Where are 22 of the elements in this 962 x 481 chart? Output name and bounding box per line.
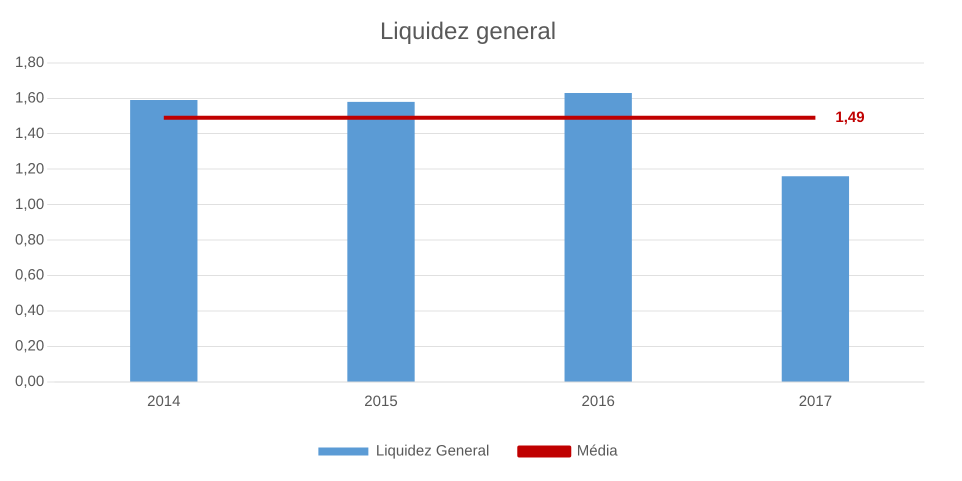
bar [130,100,198,382]
legend-label: Média [576,442,618,460]
y-tick-label: 1,80 [14,54,44,71]
y-tick-label: 1,00 [14,196,44,213]
y-tick-label: 1,40 [14,124,44,142]
chart-title: Liquidez general [380,18,556,46]
y-tick-label: 1,20 [14,160,44,178]
bar [782,176,850,382]
y-tick-label: 0,20 [14,338,44,355]
y-tick-label: 0,40 [14,302,44,320]
legend-label: Liquidez General [376,442,490,460]
data-label: 1,49 [835,108,865,126]
x-tick-label: 2017 [798,393,832,410]
y-tick-label: 1,60 [14,89,44,106]
y-tick-label: 0,00 [14,373,44,390]
bar [347,102,415,382]
x-tick-label: 2015 [364,393,398,410]
y-tick-label: 0,80 [14,231,44,248]
y-tick-label: 0,60 [14,266,44,284]
bar [564,92,632,382]
x-tick-label: 2014 [147,393,180,410]
x-tick-label: 2016 [582,393,615,410]
